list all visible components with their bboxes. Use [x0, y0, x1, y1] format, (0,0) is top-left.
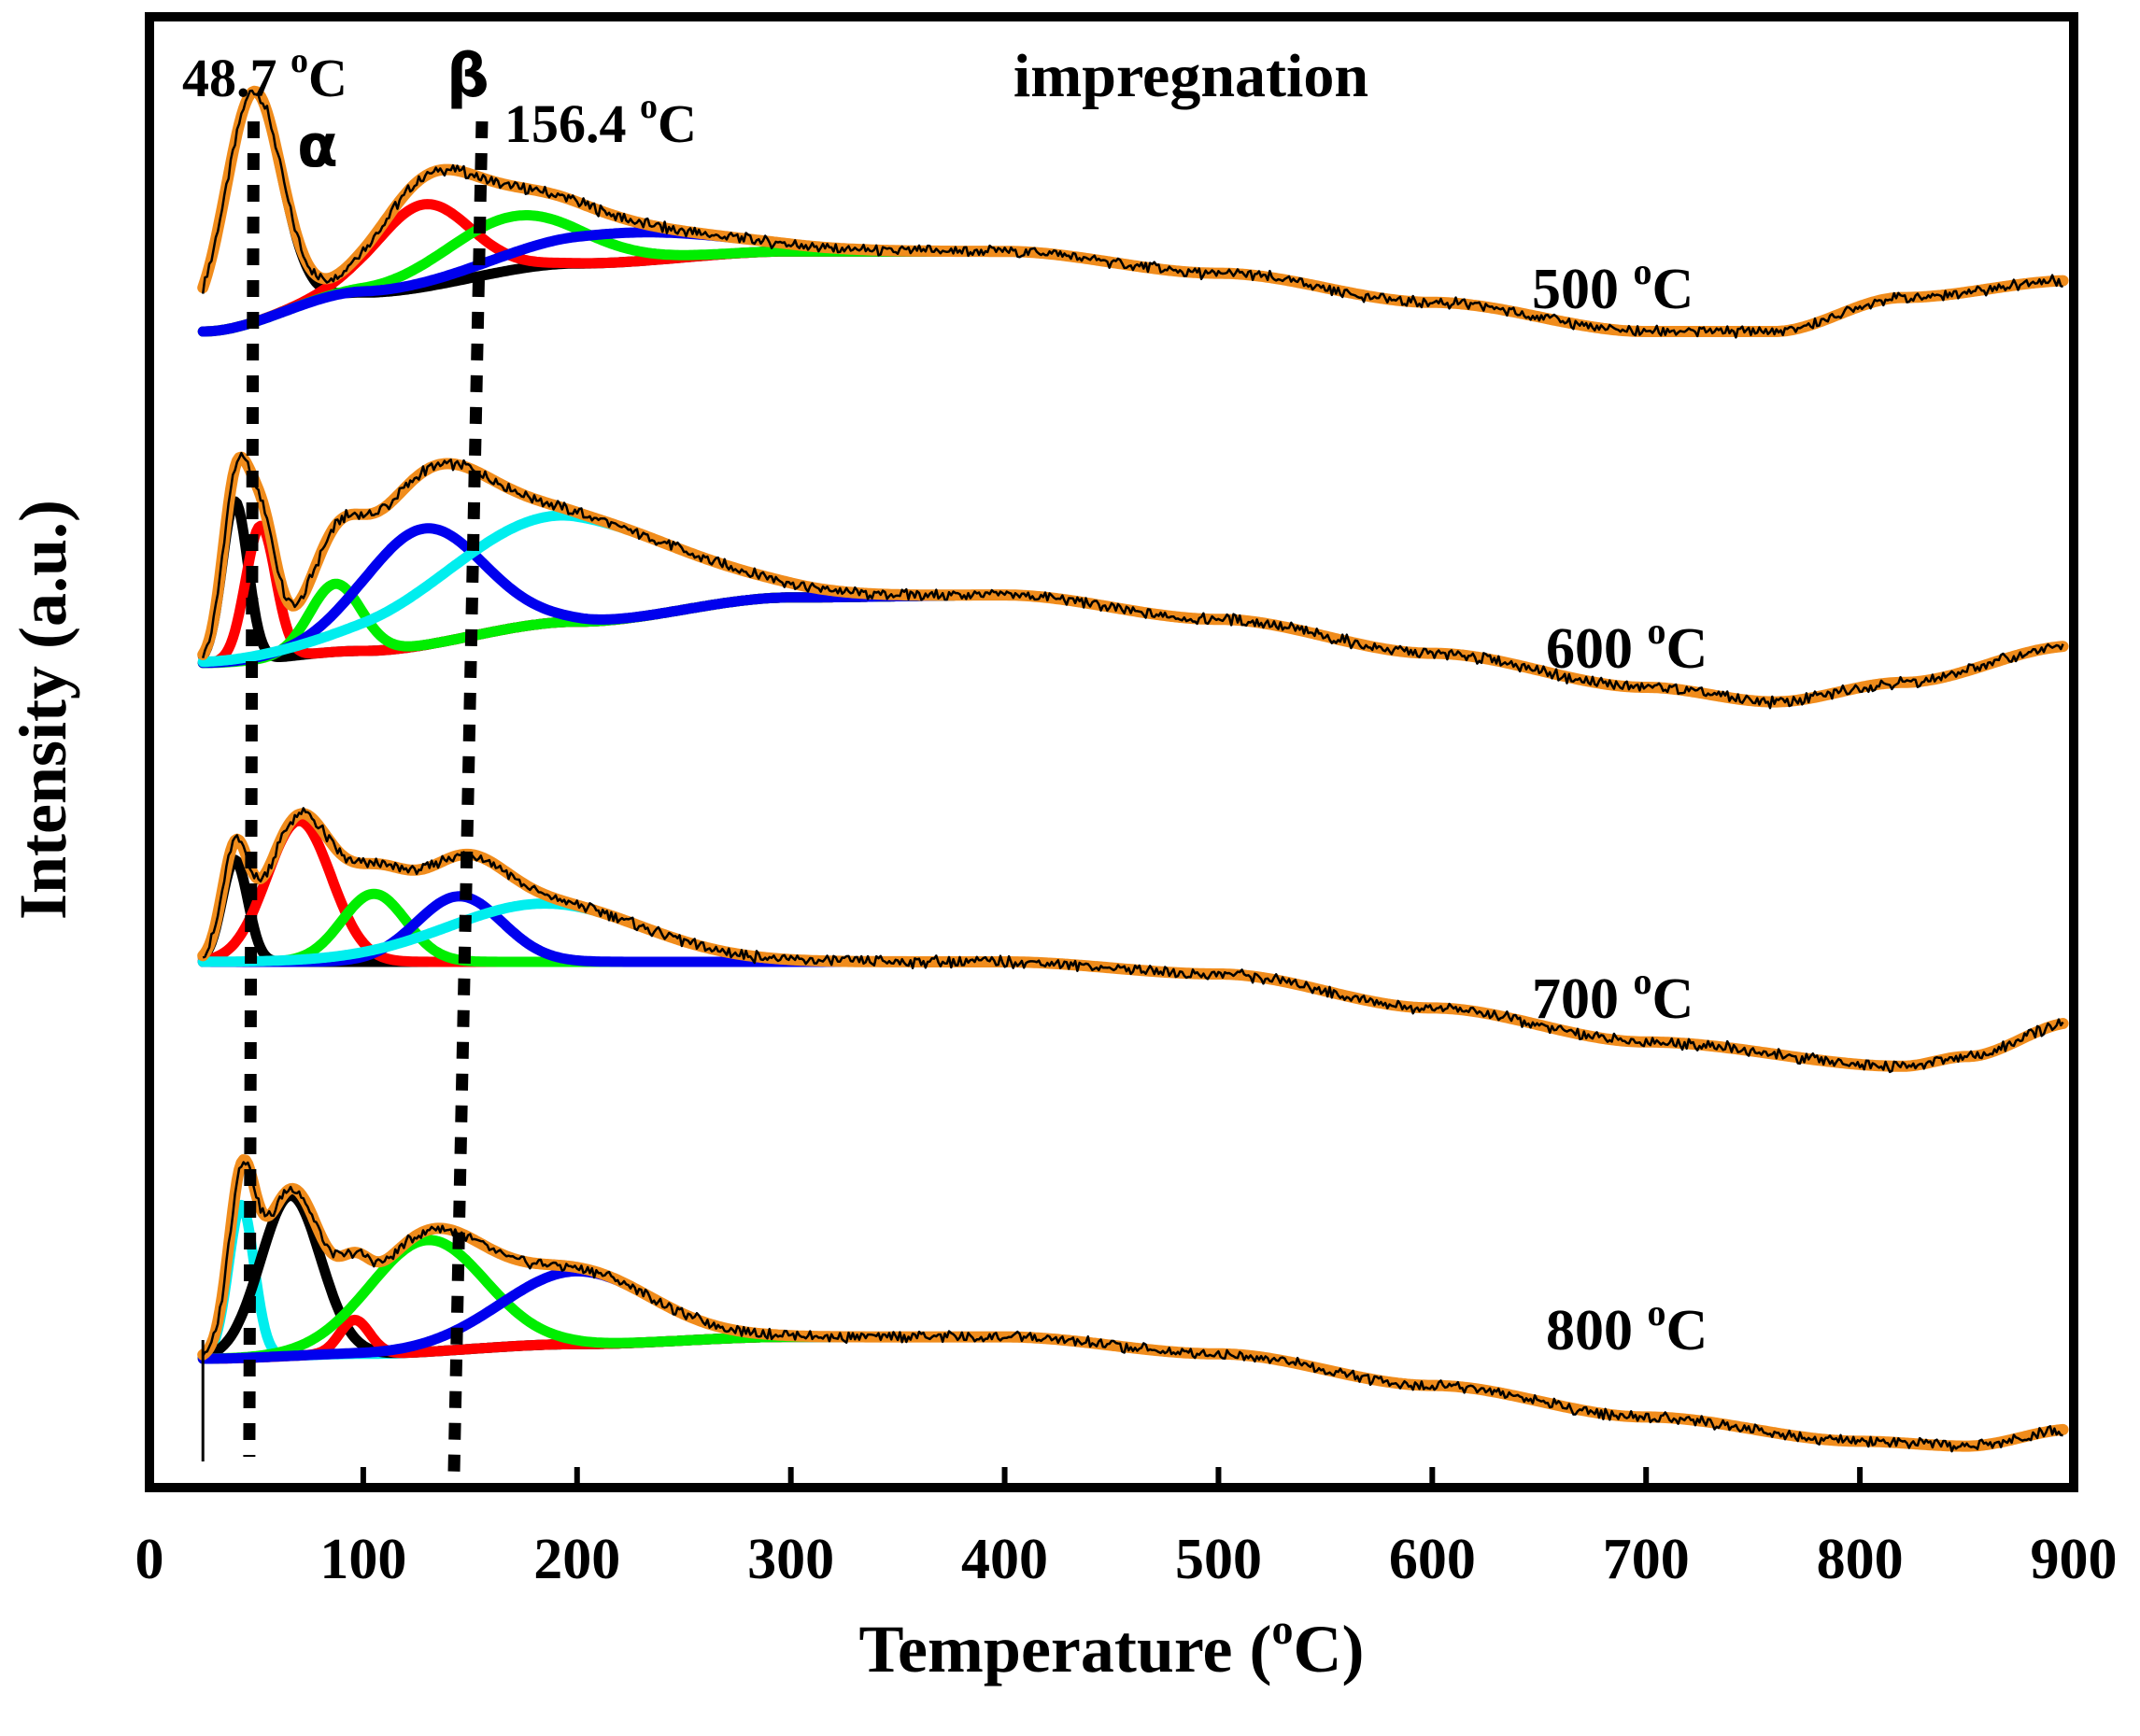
series-label-600: 600 oC — [1546, 610, 1708, 681]
series-label-600-value: 600 — [1546, 617, 1648, 681]
y-axis-title: Intensity (a.u.) — [6, 500, 80, 920]
alpha-peak-degree: o — [291, 41, 308, 80]
alpha-peak-value: 48.7 — [182, 48, 291, 108]
series-label-500-degree: o — [1634, 250, 1652, 292]
x-tick-label-100: 100 — [319, 1528, 406, 1591]
series-label-500-unit: C — [1652, 258, 1694, 321]
series-label-800-unit: C — [1666, 1299, 1708, 1362]
series-label-500: 500 oC — [1532, 250, 1694, 321]
series-800 — [197, 1154, 2069, 1453]
beta-peak-unit: C — [658, 93, 697, 154]
series-label-700-value: 700 — [1532, 967, 1634, 1031]
series-800-measured-signal — [202, 1161, 2063, 1453]
alpha-peak-guide-line — [243, 120, 260, 1458]
series-label-600-unit: C — [1666, 617, 1708, 681]
series-500-measured-signal — [201, 89, 2063, 339]
plot-area — [197, 85, 2069, 1461]
x-axis-title-text: Temperature ( — [859, 1612, 1272, 1687]
series-label-800-value: 800 — [1546, 1299, 1648, 1362]
x-tick-label-500: 500 — [1175, 1528, 1262, 1591]
alpha-peak-label: 48.7 oC — [182, 41, 347, 108]
series-600 — [197, 451, 2069, 710]
x-tick-label-800: 800 — [1817, 1528, 1904, 1591]
alpha-symbol: α — [297, 112, 338, 181]
x-axis-title: Temperature (oC) — [859, 1605, 1365, 1687]
x-tick-label-200: 200 — [533, 1528, 620, 1591]
x-tick-label-0: 0 — [135, 1528, 164, 1591]
beta-peak-degree: o — [640, 87, 658, 126]
x-tick-label-600: 600 — [1389, 1528, 1476, 1591]
series-label-700-unit: C — [1652, 967, 1694, 1031]
x-axis-ticks: 0 100 200 300 400 500 600 700 800 900 — [135, 1467, 2118, 1591]
series-500 — [197, 85, 2069, 339]
series-label-800: 800 oC — [1546, 1291, 1708, 1362]
chart-title: impregnation — [1013, 42, 1368, 110]
series-label-800-degree: o — [1648, 1291, 1666, 1334]
series-700 — [197, 807, 2069, 1074]
series-700-measured-signal — [202, 807, 2064, 1074]
series-label-700: 700 oC — [1532, 960, 1694, 1031]
beta-peak-value: 156.4 — [504, 93, 640, 154]
beta-peak-guide-line — [447, 120, 489, 1476]
alpha-peak-unit: C — [308, 48, 347, 108]
series-label-500-value: 500 — [1532, 258, 1634, 321]
beta-symbol: β — [446, 42, 489, 111]
series-label-700-degree: o — [1634, 960, 1652, 1002]
series-600-measured-signal — [201, 451, 2064, 710]
x-tick-label-700: 700 — [1603, 1528, 1690, 1591]
x-tick-label-300: 300 — [747, 1528, 834, 1591]
x-tick-label-900: 900 — [2031, 1528, 2118, 1591]
beta-peak-label: 156.4 oC — [504, 87, 697, 154]
x-tick-label-400: 400 — [961, 1528, 1048, 1591]
x-axis-title-degree: o — [1271, 1605, 1293, 1653]
plot-frame — [145, 12, 2078, 1492]
x-axis-title-unit: C) — [1293, 1612, 1364, 1687]
series-label-600-degree: o — [1648, 610, 1666, 652]
